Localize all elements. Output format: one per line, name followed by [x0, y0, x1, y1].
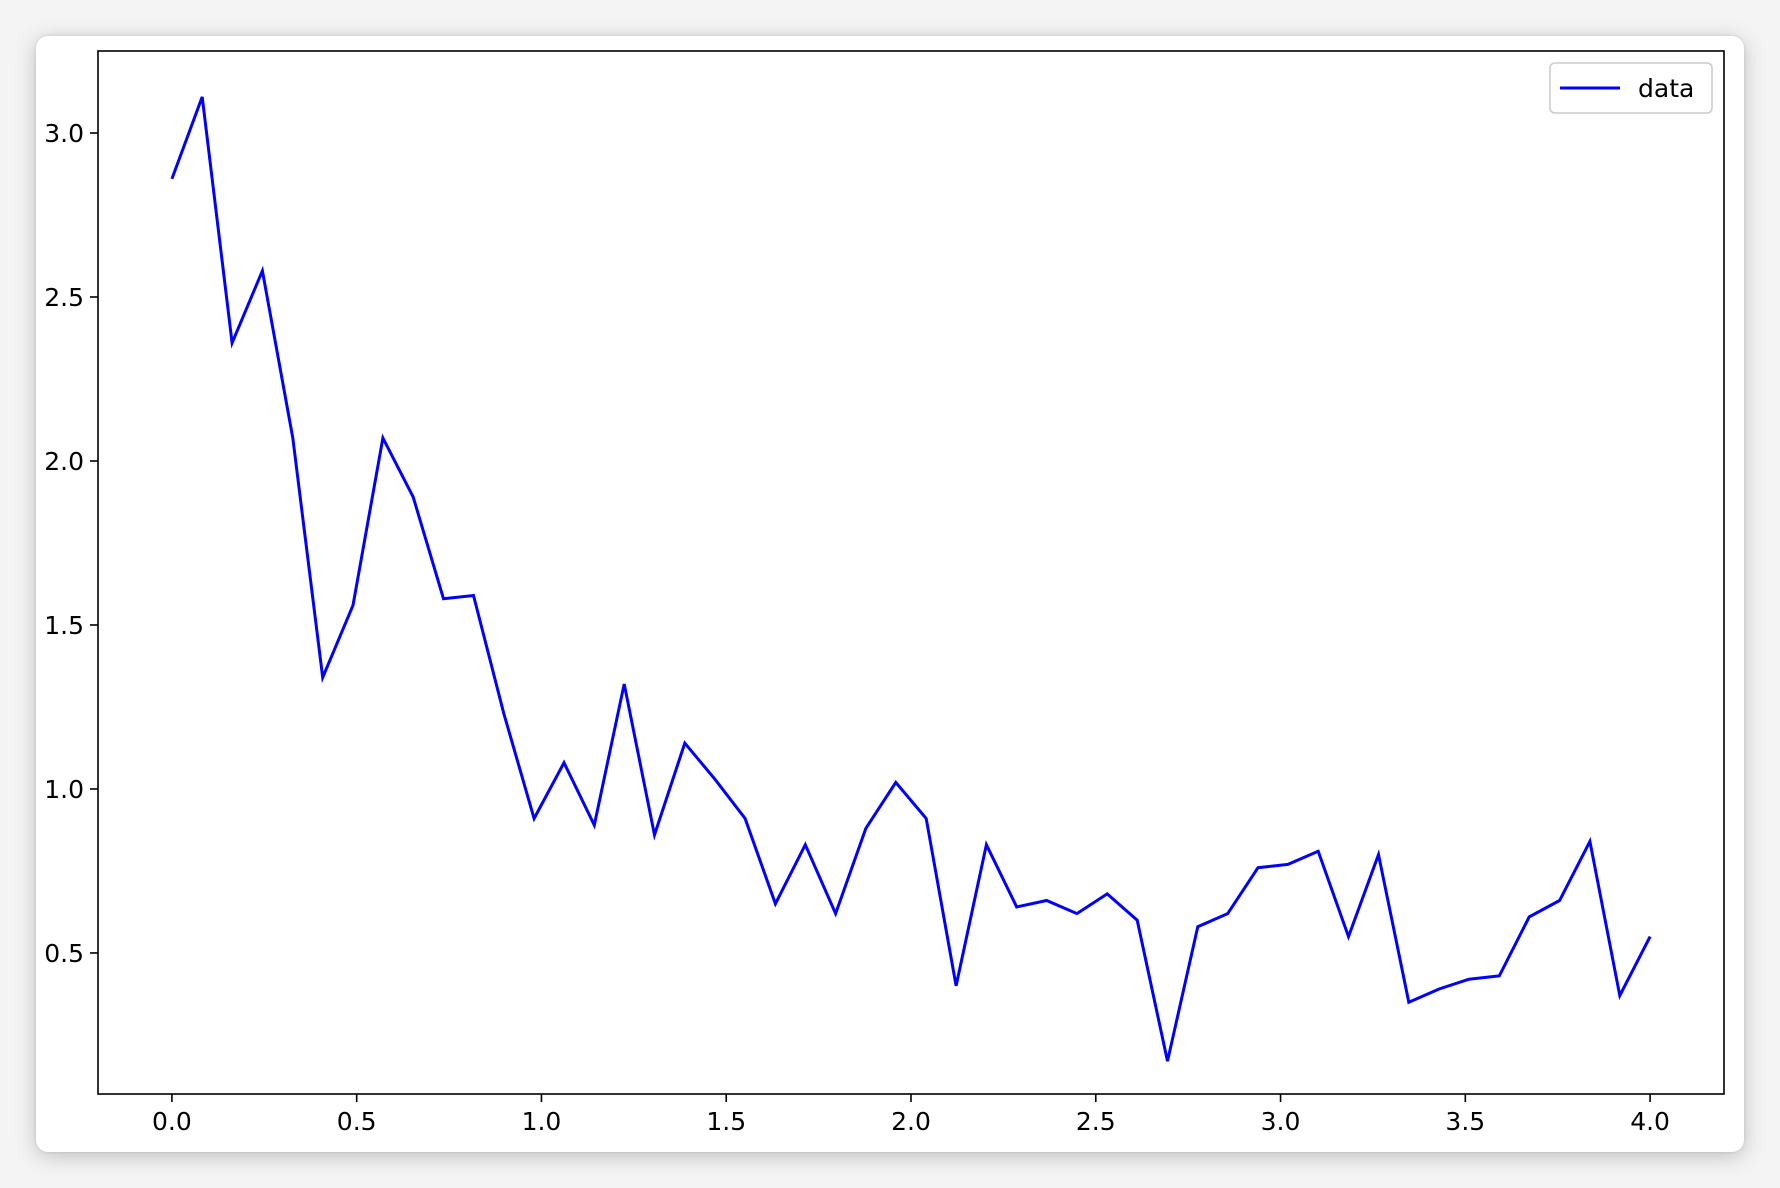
- legend-box: [1549, 62, 1713, 114]
- y-tick-label: 0.5: [44, 939, 84, 968]
- x-tick-label: 2.0: [891, 1107, 931, 1136]
- y-tick-label: 1.5: [44, 611, 84, 640]
- line-chart: 0.0 0.5 1.0 1.5 2.0 2.5 3.0 3.5 4.0 0.5 1.0 1.5 2.0…: [44, 50, 1725, 1136]
- series-line-data: [170, 96, 1652, 1062]
- legend-label: data: [1638, 74, 1694, 103]
- y-tick-label: 1.0: [44, 775, 84, 804]
- plot-frame: [97, 50, 1725, 1095]
- y-tick-label: 2.5: [44, 283, 84, 312]
- x-tick-label: 0.5: [337, 1107, 377, 1136]
- legend: data: [1549, 62, 1713, 114]
- y-axis-ticks: 0.5 1.0 1.5 2.0 2.5 3.0: [44, 119, 98, 968]
- y-tick-label: 2.0: [44, 447, 84, 476]
- chart-card: 0.0 0.5 1.0 1.5 2.0 2.5 3.0 3.5 4.0 0.5 1.0 1.5 2.0…: [36, 36, 1744, 1152]
- x-tick-label: 0.0: [152, 1107, 192, 1136]
- x-axis-ticks: 0.0 0.5 1.0 1.5 2.0 2.5 3.0 3.5 4.0: [152, 1094, 1670, 1136]
- x-tick-label: 1.0: [522, 1107, 562, 1136]
- x-tick-label: 1.5: [706, 1107, 746, 1136]
- x-tick-label: 2.5: [1076, 1107, 1116, 1136]
- x-tick-label: 3.0: [1261, 1107, 1301, 1136]
- x-tick-label: 4.0: [1630, 1107, 1670, 1136]
- x-tick-label: 3.5: [1445, 1107, 1485, 1136]
- y-tick-label: 3.0: [44, 119, 84, 148]
